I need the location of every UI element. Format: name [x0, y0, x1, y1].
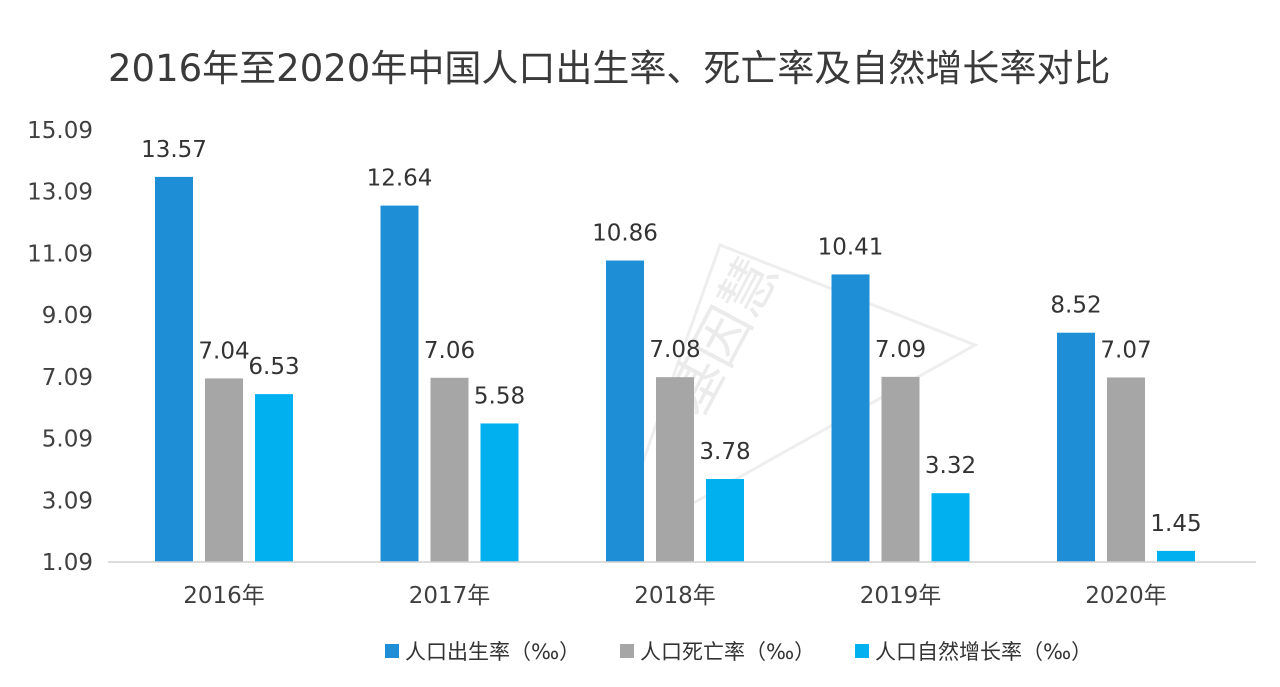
data-label: 1.45 — [1150, 511, 1201, 537]
bar — [430, 377, 469, 562]
bar — [1057, 332, 1095, 562]
bars — [155, 176, 1195, 562]
x-tick-label: 2019年 — [860, 583, 942, 609]
bar — [706, 478, 744, 562]
y-tick-label: 13.09 — [27, 180, 93, 206]
bar — [831, 274, 870, 562]
data-label: 13.57 — [141, 137, 207, 163]
legend: 人口出生率（‰） 人口死亡率（‰） 人口自然增长率（‰） — [385, 640, 1092, 664]
x-tick-label: 2017年 — [409, 583, 491, 609]
bar — [931, 493, 970, 562]
data-label: 3.32 — [925, 453, 976, 479]
data-label: 7.06 — [424, 338, 475, 364]
x-tick-label: 2018年 — [634, 583, 716, 609]
data-label: 6.53 — [248, 354, 299, 380]
data-label: 10.86 — [592, 221, 658, 247]
data-label: 7.09 — [875, 337, 926, 363]
bar — [1157, 550, 1195, 562]
y-tick-label: 15.09 — [27, 118, 93, 144]
data-label: 12.64 — [367, 166, 433, 192]
legend-label: 人口出生率（‰） — [405, 640, 580, 664]
legend-swatch — [855, 644, 869, 658]
bar — [205, 378, 243, 562]
y-tick-label: 11.09 — [27, 241, 93, 267]
bar — [881, 376, 920, 562]
y-tick-label: 3.09 — [42, 488, 93, 514]
data-label: 7.04 — [198, 338, 249, 364]
bar — [380, 205, 419, 562]
y-tick-label: 5.09 — [42, 427, 93, 453]
data-label: 7.07 — [1100, 337, 1151, 363]
bar — [480, 423, 519, 562]
legend-label: 人口死亡率（‰） — [640, 640, 815, 664]
data-label: 8.52 — [1050, 293, 1101, 319]
data-label: 10.41 — [818, 234, 884, 260]
legend-swatch — [620, 644, 634, 658]
x-tick-label: 2016年 — [183, 583, 265, 609]
data-label: 5.58 — [474, 383, 525, 409]
data-label: 7.08 — [649, 337, 700, 363]
y-tick-label: 9.09 — [42, 303, 93, 329]
y-axis: 1.09 3.09 5.09 7.09 9.09 11.09 13.09 15.09 — [27, 118, 93, 576]
data-label: 3.78 — [699, 439, 750, 465]
legend-label: 人口自然增长率（‰） — [875, 640, 1092, 664]
y-tick-label: 7.09 — [42, 365, 93, 391]
chart-title: 2016年至2020年中国人口出生率、死亡率及自然增长率对比 — [108, 47, 1110, 90]
bar — [1107, 377, 1145, 562]
legend-swatch — [385, 644, 399, 658]
bar — [255, 394, 293, 562]
x-axis: 2016年 2017年 2018年 2019年 2020年 — [183, 583, 1167, 609]
bar — [155, 176, 193, 562]
x-tick-label: 2020年 — [1085, 583, 1167, 609]
y-tick-label: 1.09 — [42, 550, 93, 576]
data-labels: 13.57 7.046.53 12.64 7.06 5.58 10.86 7.08 3.78 1… — [141, 137, 1202, 537]
bar — [606, 260, 644, 562]
bar — [656, 377, 694, 562]
